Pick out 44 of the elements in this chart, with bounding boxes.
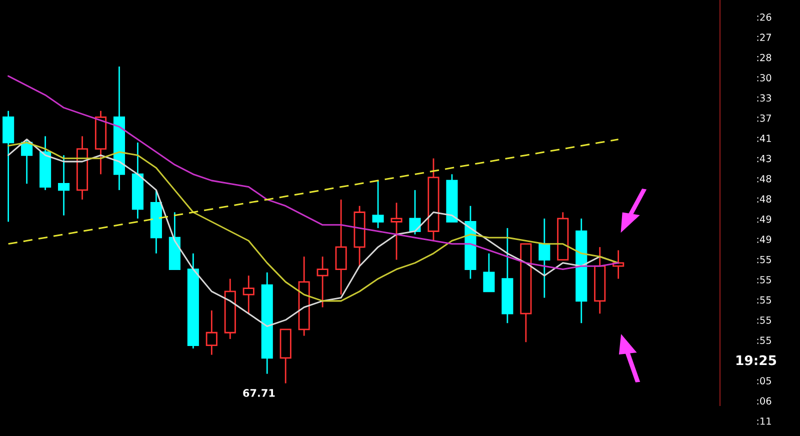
candlestick (113, 66, 126, 191)
text: :41 (757, 134, 771, 142)
text: :06 (757, 397, 772, 405)
text: :55 (757, 296, 771, 304)
candlestick (576, 218, 588, 324)
candlestick (242, 274, 254, 314)
candlestick (335, 198, 347, 296)
candlestick (58, 154, 70, 216)
text: :55 (757, 316, 771, 324)
text: :26 (757, 13, 772, 21)
candlestick (132, 142, 144, 220)
candlestick (150, 189, 162, 254)
text: :30 (757, 74, 772, 82)
candlestick (464, 205, 476, 280)
candlestick (261, 272, 273, 374)
candlestick (538, 218, 550, 298)
text: :43 (757, 154, 772, 162)
text: :49 (757, 236, 772, 244)
text: :48 (757, 195, 772, 203)
text: 67.71 (243, 389, 275, 397)
candlestick (2, 110, 14, 222)
candlestick (502, 227, 514, 324)
text: :48 (757, 175, 772, 182)
text: :55 (757, 276, 771, 284)
text: :28 (757, 54, 772, 62)
text: 19:25 (736, 355, 776, 366)
candlestick (428, 158, 440, 242)
candlestick (94, 110, 107, 175)
text: :27 (757, 34, 771, 41)
candlestick (316, 256, 328, 308)
candlestick (224, 278, 236, 340)
text: :11 (757, 418, 771, 425)
candlestick (206, 310, 218, 356)
candlestick (594, 246, 606, 314)
text: :55 (757, 256, 771, 264)
candlestick (298, 256, 310, 336)
candlestick (390, 202, 402, 260)
text: :05 (757, 377, 771, 384)
text: :49 (757, 215, 772, 223)
text: :37 (757, 114, 771, 122)
candlestick (76, 136, 88, 200)
text: :33 (757, 94, 772, 102)
candlestick (612, 250, 624, 280)
text: :55 (757, 336, 771, 344)
